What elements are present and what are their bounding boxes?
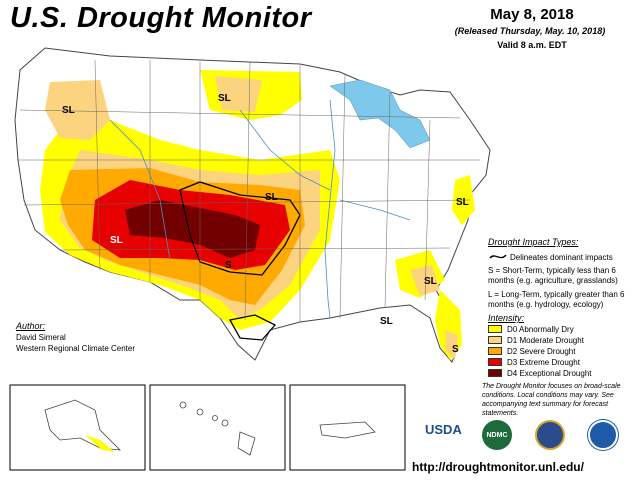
map-date: May 8, 2018 — [490, 6, 574, 23]
page-title: U.S. Drought Monitor — [10, 2, 312, 34]
map-label-sl: SL — [265, 192, 278, 203]
commerce-seal-icon — [535, 420, 565, 450]
website-url[interactable]: http://droughtmonitor.unl.edu/ — [412, 460, 584, 474]
legend-d4: D4 Exceptional Drought — [488, 368, 592, 378]
map-label-sl: SL — [110, 235, 123, 246]
release-date: (Released Thursday, May. 10, 2018) — [454, 26, 606, 36]
ndmc-logo: NDMC — [482, 420, 512, 450]
legend-d2: D2 Severe Drought — [488, 346, 575, 356]
legend-swatch — [488, 325, 502, 333]
legend-swatch — [488, 336, 502, 344]
great-lakes — [329, 79, 431, 149]
valid-time: Valid 8 a.m. EDT — [497, 40, 567, 50]
legend-d3: D3 Extreme Drought — [488, 357, 580, 367]
legend-d0: D0 Abnormally Dry — [488, 324, 574, 334]
impact-boundaries — [179, 181, 301, 341]
legend-swatch — [488, 347, 502, 355]
d4-regions — [125, 200, 260, 258]
usda-logo: USDA — [425, 422, 462, 437]
map-label-sl: SL — [62, 105, 75, 116]
map-label-sl: SL — [218, 93, 231, 104]
author-name: David Simeral — [16, 333, 66, 342]
impact-short-term: S = Short-Term, typically less than 6 mo… — [488, 266, 618, 285]
hawaii-inset — [149, 384, 286, 471]
puerto-rico-shape — [319, 421, 376, 439]
impact-long-term: L = Long-Term, typically greater than 6 … — [488, 290, 625, 309]
map-label-sl: SL — [380, 316, 393, 327]
noaa-logo-icon — [588, 420, 618, 450]
map-label-sl: SL — [456, 197, 469, 208]
legend-swatch — [488, 358, 502, 366]
rivers — [109, 99, 411, 319]
author-org: Western Regional Climate Center — [16, 344, 136, 353]
map-label-s: S — [452, 344, 459, 355]
impact-line-symbol — [489, 254, 507, 259]
state-borders — [18, 59, 480, 322]
impact-line-label: Delineates dominant impacts — [510, 253, 613, 262]
author-heading: Author: — [16, 321, 46, 331]
legend-swatch — [488, 369, 502, 377]
map-label-s: S — [225, 260, 232, 271]
drought-note: The Drought Monitor focuses on broad-sca… — [482, 383, 621, 417]
map-label-sl: SL — [424, 276, 437, 287]
legend-d1: D1 Moderate Drought — [488, 335, 584, 345]
intensity-heading: Intensity: — [488, 313, 525, 323]
hawaii-islands — [179, 401, 256, 456]
impact-types-heading: Drought Impact Types: — [488, 237, 579, 247]
